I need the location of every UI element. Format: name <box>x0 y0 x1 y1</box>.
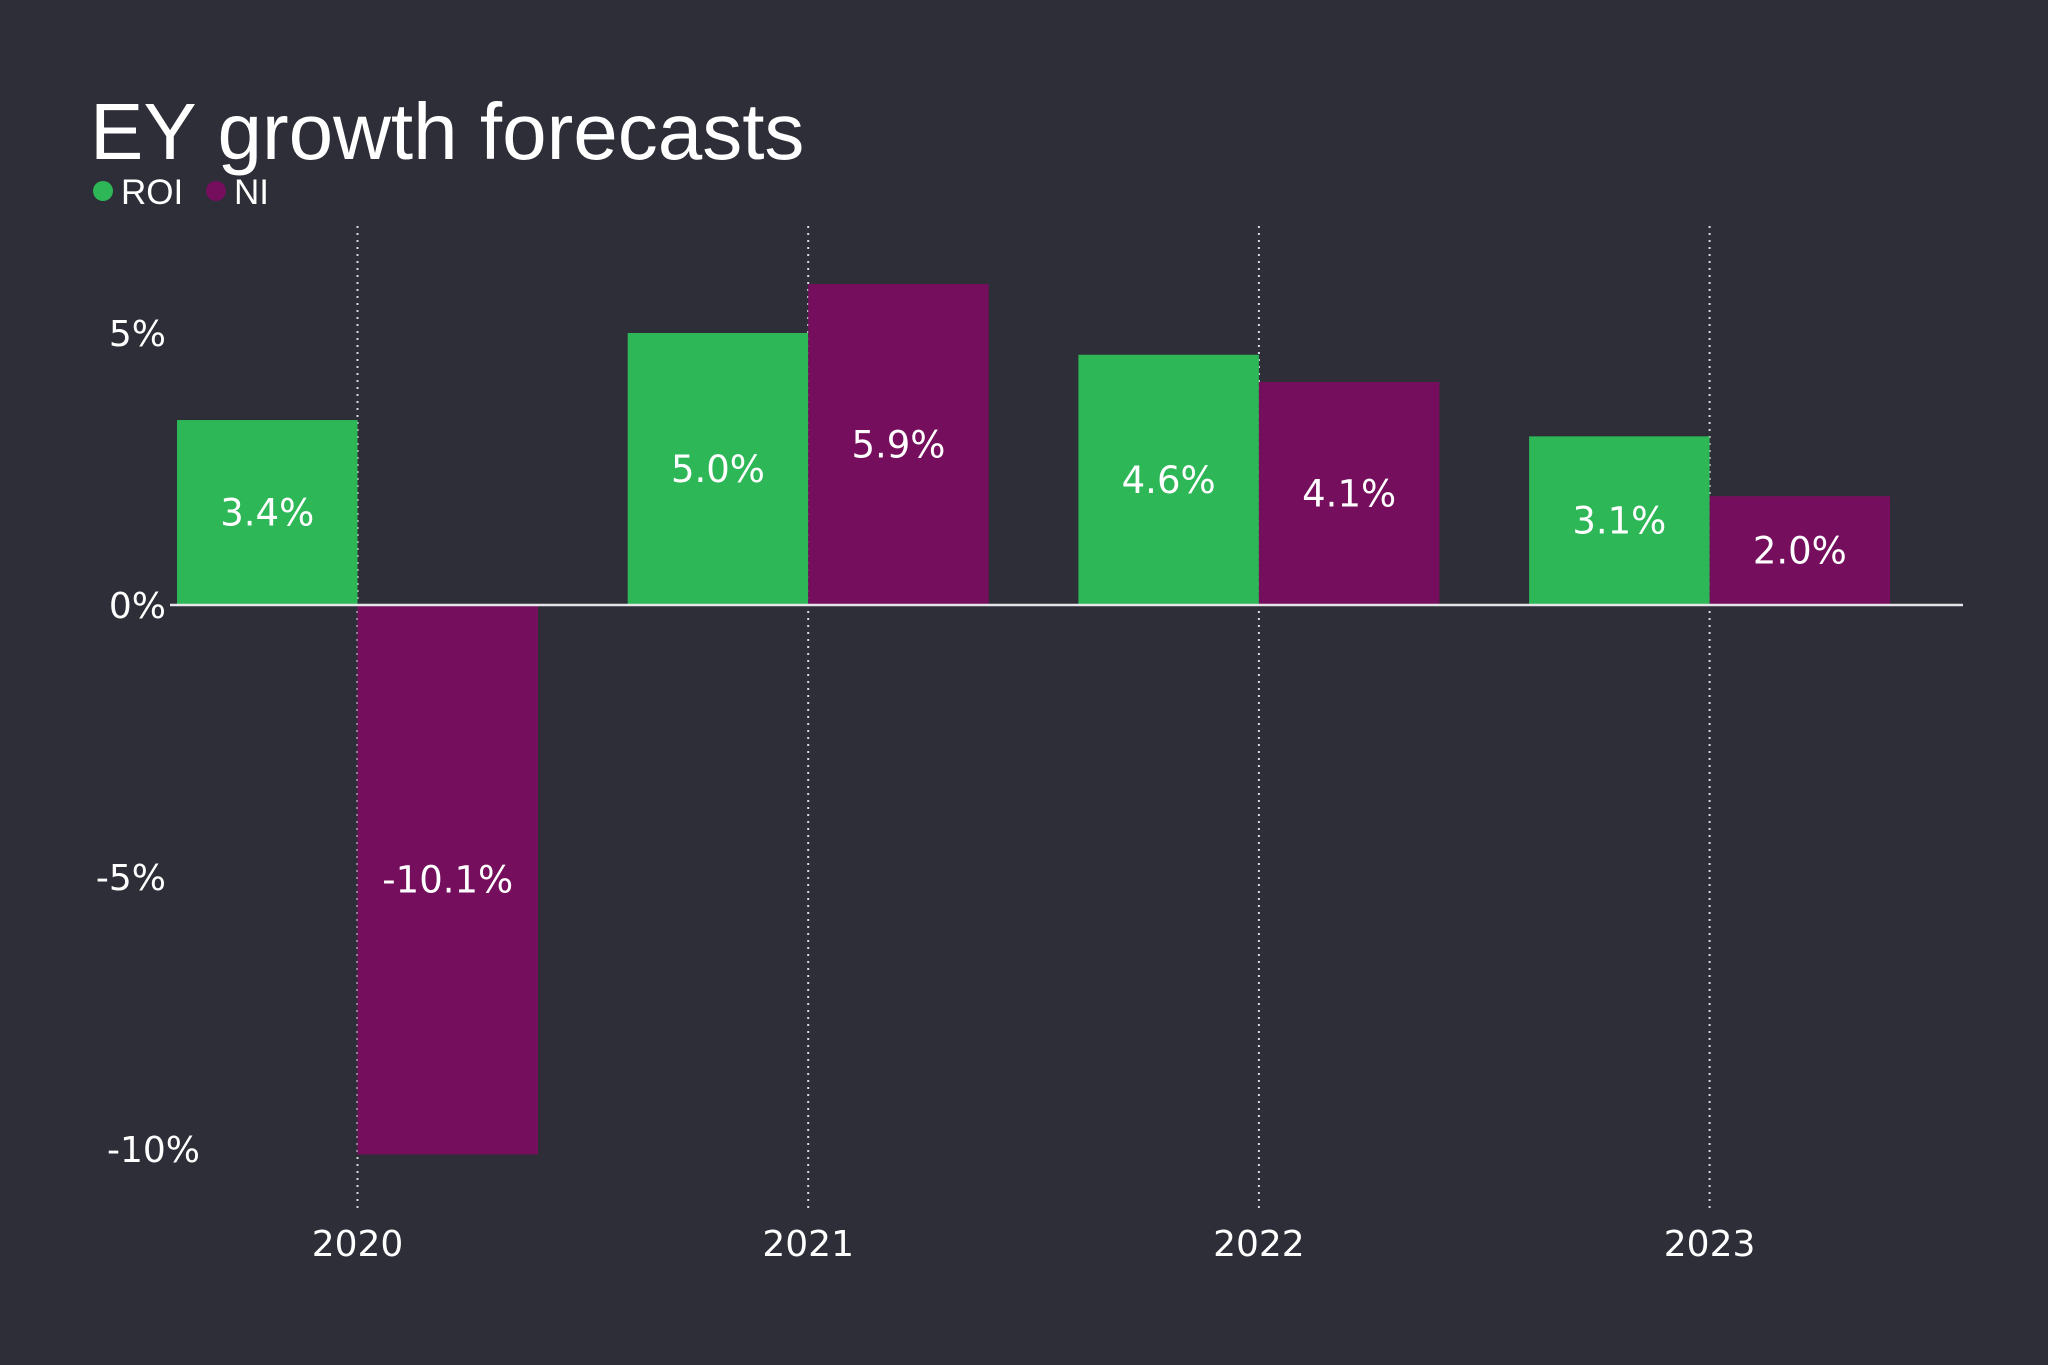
y-tick-label: -5% <box>96 858 166 899</box>
bar-labels: 3.4% -10.1% 5.0% 5.9% 4.6% 4.1% 3.1% 2.0% <box>220 424 1847 902</box>
data-label-ni-2021: 5.9% <box>851 424 945 467</box>
legend-roi-label: ROI <box>121 173 183 212</box>
data-label-roi-2023: 3.1% <box>1572 500 1666 543</box>
x-tick-label-2022: 2022 <box>1213 1224 1305 1265</box>
data-label-ni-2020: -10.1% <box>382 859 513 902</box>
data-label-ni-2023: 2.0% <box>1753 530 1847 573</box>
x-tick-label-2020: 2020 <box>312 1224 404 1265</box>
data-label-roi-2022: 4.6% <box>1122 459 1216 502</box>
bar-ni-2023 <box>1709 496 1891 605</box>
bar-ni-2022 <box>1258 381 1440 605</box>
bars <box>177 284 1891 1155</box>
bar-roi-2022 <box>1078 354 1259 605</box>
bar-roi-2021 <box>627 333 809 605</box>
y-axis-tick-labels: 5% 0% -5% -10% <box>96 314 200 1171</box>
x-tick-label-2021: 2021 <box>762 1224 854 1265</box>
bar-roi-2023 <box>1529 436 1710 605</box>
y-tick-label: -10% <box>107 1130 200 1171</box>
x-tick-label-2023: 2023 <box>1664 1224 1756 1265</box>
legend-ni-label: NI <box>234 173 269 212</box>
chart-title: EY growth forecasts <box>90 87 804 176</box>
y-tick-label: 0% <box>109 586 166 627</box>
legend-roi-swatch <box>93 181 113 201</box>
x-axis-tick-labels: 2020 2021 2022 2023 <box>312 1224 1756 1265</box>
legend-ni-swatch <box>206 181 226 201</box>
data-label-ni-2022: 4.1% <box>1302 472 1396 515</box>
bar-roi-2020 <box>177 420 358 605</box>
data-label-roi-2021: 5.0% <box>671 448 765 491</box>
data-label-roi-2020: 3.4% <box>220 492 314 535</box>
y-tick-label: 5% <box>109 314 166 355</box>
legend: ROI NI <box>93 173 269 212</box>
bar-ni-2020 <box>357 605 538 1155</box>
bar-ni-2021 <box>808 284 989 605</box>
